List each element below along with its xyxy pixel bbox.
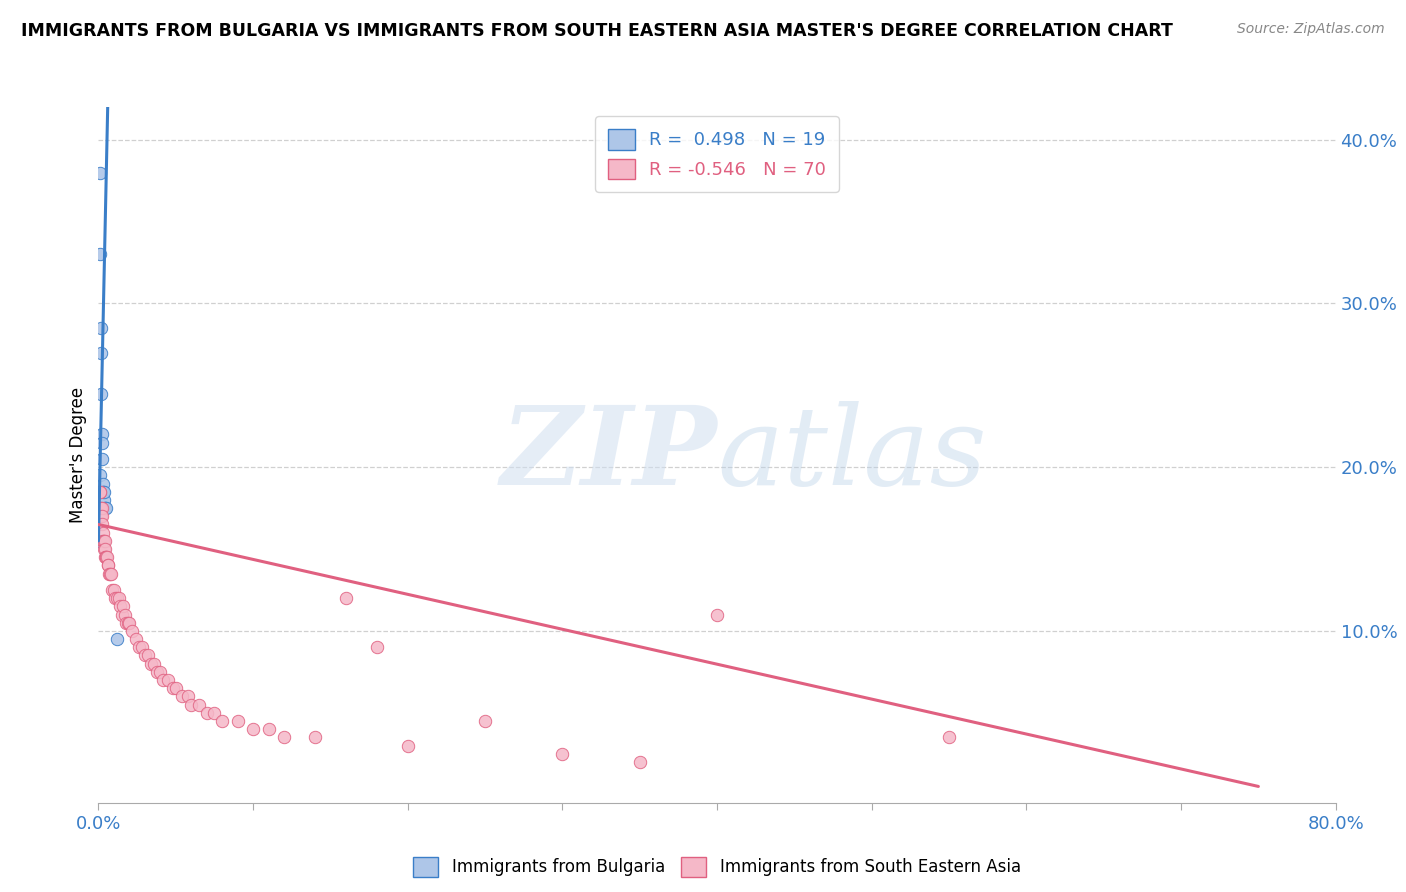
Point	[162, 681, 184, 696]
Point	[93, 484, 115, 499]
Point	[180, 698, 202, 712]
Point	[98, 566, 121, 581]
Legend: Immigrants from Bulgaria, Immigrants from South Eastern Asia: Immigrants from Bulgaria, Immigrants fro…	[405, 849, 1029, 885]
Point	[90, 427, 112, 442]
Point	[97, 558, 120, 573]
Point	[94, 542, 117, 557]
Point	[94, 550, 117, 565]
Point	[118, 615, 141, 630]
Point	[93, 484, 115, 499]
Point	[628, 755, 651, 769]
Point	[366, 640, 388, 655]
Point	[93, 533, 115, 548]
Point	[89, 484, 111, 499]
Point	[93, 533, 115, 548]
Point	[93, 542, 115, 557]
Point	[195, 706, 218, 720]
Point	[90, 386, 112, 401]
Point	[100, 566, 122, 581]
Point	[96, 501, 118, 516]
Point	[211, 714, 233, 728]
Point	[91, 525, 114, 540]
Point	[90, 501, 112, 516]
Point	[105, 591, 128, 606]
Point	[89, 484, 111, 499]
Point	[474, 714, 496, 728]
Point	[89, 247, 111, 261]
Point	[93, 501, 115, 516]
Text: Source: ZipAtlas.com: Source: ZipAtlas.com	[1237, 22, 1385, 37]
Point	[165, 681, 187, 696]
Point	[157, 673, 180, 687]
Point	[108, 599, 131, 614]
Point	[89, 468, 111, 483]
Point	[94, 550, 117, 565]
Point	[204, 706, 226, 720]
Point	[124, 632, 146, 646]
Point	[136, 648, 159, 663]
Point	[96, 550, 118, 565]
Point	[101, 582, 124, 597]
Point	[551, 747, 574, 761]
Point	[103, 582, 125, 597]
Point	[257, 722, 280, 736]
Point	[90, 345, 112, 359]
Point	[90, 509, 112, 524]
Text: ZIP: ZIP	[501, 401, 717, 508]
Point	[104, 591, 127, 606]
Point	[139, 657, 162, 671]
Point	[177, 690, 200, 704]
Point	[89, 533, 111, 548]
Point	[170, 690, 193, 704]
Point	[91, 476, 114, 491]
Point	[105, 632, 128, 646]
Point	[128, 640, 150, 655]
Point	[146, 665, 169, 679]
Point	[111, 607, 134, 622]
Point	[188, 698, 211, 712]
Point	[143, 657, 166, 671]
Text: IMMIGRANTS FROM BULGARIA VS IMMIGRANTS FROM SOUTH EASTERN ASIA MASTER'S DEGREE C: IMMIGRANTS FROM BULGARIA VS IMMIGRANTS F…	[21, 22, 1173, 40]
Point	[242, 722, 264, 736]
Point	[91, 452, 114, 467]
Point	[107, 591, 129, 606]
Point	[90, 509, 112, 524]
Point	[91, 484, 114, 499]
Point	[304, 731, 326, 745]
Point	[89, 501, 111, 516]
Point	[112, 599, 135, 614]
Point	[91, 517, 114, 532]
Y-axis label: Master's Degree: Master's Degree	[69, 387, 87, 523]
Point	[938, 731, 960, 745]
Point	[131, 640, 153, 655]
Point	[226, 714, 249, 728]
Point	[152, 673, 174, 687]
Point	[90, 321, 112, 335]
Point	[335, 591, 357, 606]
Point	[91, 533, 114, 548]
Point	[273, 731, 295, 745]
Text: atlas: atlas	[717, 401, 987, 508]
Point	[89, 165, 111, 179]
Point	[114, 607, 136, 622]
Point	[94, 501, 117, 516]
Point	[98, 566, 121, 581]
Point	[93, 533, 115, 548]
Point	[149, 665, 172, 679]
Point	[121, 624, 143, 638]
Point	[706, 607, 728, 622]
Point	[134, 648, 156, 663]
Point	[90, 501, 112, 516]
Point	[97, 558, 120, 573]
Point	[117, 615, 139, 630]
Point	[90, 435, 112, 450]
Point	[396, 739, 419, 753]
Point	[93, 492, 115, 507]
Point	[96, 550, 118, 565]
Point	[115, 615, 138, 630]
